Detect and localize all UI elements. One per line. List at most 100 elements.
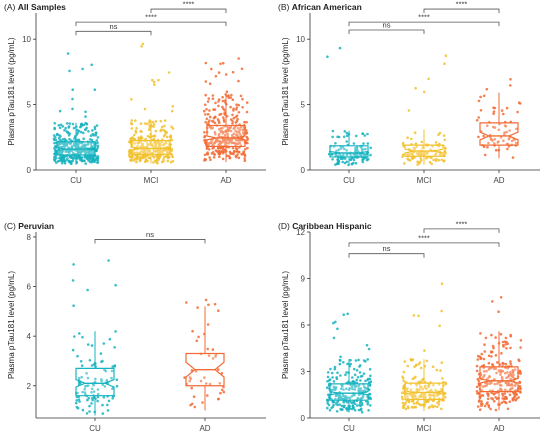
data-point — [203, 139, 206, 142]
data-point — [357, 358, 360, 362]
data-point — [238, 128, 242, 132]
data-point — [423, 392, 427, 396]
data-point — [335, 410, 339, 413]
data-point — [509, 346, 512, 350]
data-point — [499, 296, 503, 299]
data-point — [359, 153, 362, 157]
data-point — [352, 380, 356, 384]
panel-b-tag: (B) — [278, 2, 290, 12]
comparison-bracket — [348, 242, 500, 247]
data-point — [353, 408, 357, 412]
panel-a-title-text: All Samples — [17, 2, 66, 12]
data-point — [354, 359, 358, 362]
data-point — [93, 127, 97, 131]
box-ad — [479, 122, 519, 146]
data-point — [205, 108, 208, 111]
data-point — [129, 151, 132, 155]
comparison-bracket — [150, 8, 227, 14]
data-point — [115, 378, 119, 382]
data-point — [504, 381, 508, 384]
data-point — [151, 144, 154, 148]
data-point — [345, 149, 349, 152]
data-point — [162, 158, 165, 161]
data-point — [152, 156, 156, 159]
data-point — [231, 70, 235, 74]
data-point — [219, 62, 222, 66]
data-point — [92, 158, 95, 162]
data-point — [71, 279, 75, 282]
data-point — [130, 155, 134, 158]
data-point — [71, 348, 75, 352]
y-tick-label: 2 — [27, 382, 32, 391]
data-point — [158, 155, 162, 158]
data-point — [90, 144, 93, 148]
data-point — [166, 159, 170, 163]
data-point — [245, 101, 249, 104]
data-point — [508, 129, 511, 132]
data-point — [57, 124, 61, 127]
data-point — [369, 146, 373, 150]
data-point — [481, 385, 485, 388]
data-point — [346, 362, 349, 366]
data-point — [353, 402, 357, 406]
comparison-cu-ad: **** — [348, 233, 500, 247]
data-point — [406, 399, 410, 403]
data-point — [148, 120, 151, 124]
data-point — [157, 140, 161, 144]
data-point — [240, 67, 244, 71]
data-point — [79, 150, 82, 154]
data-point — [210, 152, 214, 155]
data-point — [242, 150, 245, 154]
data-point — [214, 133, 217, 136]
data-point — [102, 342, 106, 345]
data-point — [154, 154, 158, 158]
data-point — [204, 61, 208, 65]
data-point — [63, 162, 67, 165]
data-point — [503, 131, 506, 134]
data-point — [90, 161, 93, 164]
data-point — [211, 97, 215, 100]
data-point — [487, 392, 490, 396]
data-point — [477, 116, 481, 119]
data-point — [350, 385, 354, 389]
data-point — [205, 152, 209, 156]
data-point — [504, 362, 508, 366]
data-point — [332, 336, 336, 340]
data-point — [55, 133, 59, 136]
data-point — [245, 135, 249, 139]
box-cu — [329, 383, 369, 401]
data-point — [349, 158, 353, 162]
data-point — [86, 398, 89, 402]
data-point — [72, 263, 75, 266]
data-point — [492, 112, 495, 115]
data-point — [59, 159, 63, 162]
data-point — [204, 80, 208, 83]
data-point — [483, 373, 486, 377]
data-point — [203, 103, 207, 107]
significance-label: **** — [183, 0, 195, 9]
data-point — [504, 388, 507, 392]
data-point — [360, 410, 364, 414]
data-point — [208, 82, 212, 85]
data-point — [110, 369, 114, 373]
data-point — [226, 132, 229, 135]
data-point — [95, 131, 98, 134]
data-point — [500, 109, 504, 112]
data-point — [136, 145, 139, 148]
data-point — [491, 344, 495, 348]
data-point — [223, 133, 227, 137]
panel-c-title-text: Peruvian — [18, 221, 55, 231]
data-point — [221, 388, 224, 392]
data-point — [93, 380, 97, 384]
panel-c-title: (C) Peruvian — [4, 221, 54, 231]
data-point — [419, 151, 422, 154]
y-tick-label: 8 — [27, 233, 32, 242]
data-point — [415, 383, 419, 387]
data-point — [401, 155, 404, 159]
data-point — [368, 392, 372, 396]
data-point — [401, 377, 405, 380]
data-point — [440, 158, 444, 162]
data-point — [410, 358, 414, 362]
data-point — [353, 388, 357, 391]
data-point — [135, 151, 139, 154]
